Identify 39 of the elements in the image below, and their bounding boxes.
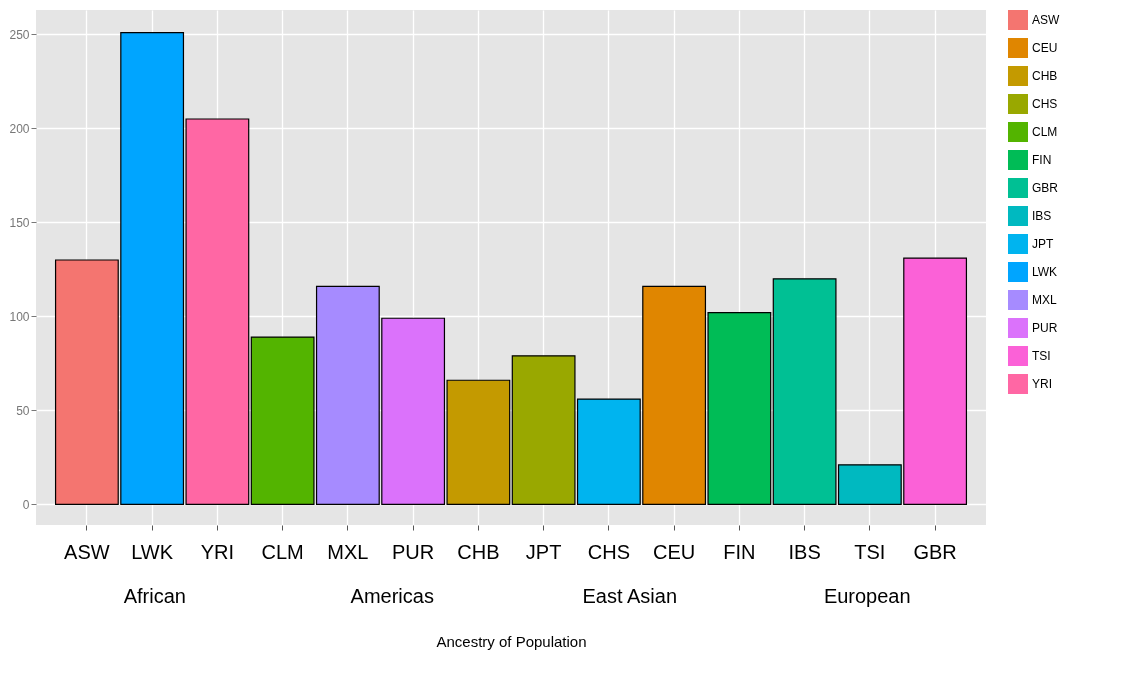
legend-label: YRI [1032, 377, 1053, 391]
legend-label: FIN [1032, 153, 1052, 167]
x-tick-label: ASW [64, 540, 110, 563]
legend-label: ASW [1032, 13, 1061, 27]
x-tick-label: FIN [723, 540, 756, 563]
x-tick-label: GBR [913, 540, 957, 563]
x-tick-label: TSI [854, 540, 886, 563]
text: East Asian [582, 585, 678, 607]
legend-label: GBR [1032, 181, 1059, 195]
legend-label: JPT [1032, 237, 1054, 251]
legend-label: CLM [1032, 125, 1058, 139]
x-tick-label: CHS [587, 540, 630, 563]
legend-label: MXL [1032, 293, 1057, 307]
x-tick-label: PUR [392, 540, 435, 563]
x-tick-label: JPT [525, 540, 562, 563]
legend-label: LWK [1032, 265, 1058, 279]
x-tick-label: CLM [261, 540, 304, 563]
y-tick-label: 100 [9, 309, 30, 324]
x-tick-label: YRI [200, 540, 235, 563]
x-axis-title: Ancestry of Population [436, 632, 587, 650]
legend-label: PUR [1032, 321, 1058, 335]
y-tick-label: 150 [9, 215, 30, 230]
legend-label: CHB [1032, 69, 1058, 83]
y-tick-label: 250 [9, 27, 30, 42]
x-tick-label: CHB [457, 540, 500, 563]
y-tick-label: 0 [22, 497, 30, 512]
legend-label: TSI [1032, 349, 1051, 363]
x-tick-label: MXL [327, 540, 369, 563]
x-tick-label: IBS [788, 540, 821, 563]
x-tick-label: LWK [131, 540, 174, 563]
text: European [823, 585, 911, 607]
x-tick-label: CEU [653, 540, 696, 563]
legend-label: IBS [1032, 209, 1052, 223]
legend-label: CHS [1032, 97, 1058, 111]
legend-label: CEU [1032, 41, 1058, 55]
text: Americas [350, 585, 434, 607]
text: African [123, 585, 186, 607]
y-tick-label: 200 [9, 121, 30, 136]
y-tick-label: 50 [16, 403, 30, 418]
